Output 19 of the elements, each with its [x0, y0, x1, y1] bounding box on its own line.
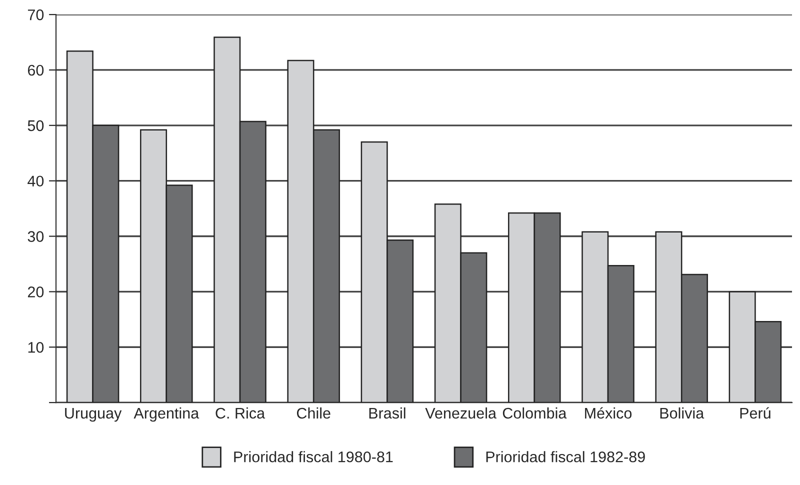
- x-tick-label: Uruguay: [65, 408, 122, 422]
- y-tick-label: 60: [28, 64, 44, 76]
- x-tick-label: Argentina: [134, 407, 200, 422]
- y-tick-label: 30: [28, 231, 44, 242]
- x-tick-label: Brasil: [369, 407, 406, 419]
- x-tick-label: Perú: [740, 407, 770, 419]
- x-tick-label: C. Rica: [216, 407, 266, 419]
- x-tick-label: Chile: [296, 407, 330, 419]
- y-tick-label: 20: [28, 286, 44, 298]
- legend-label: Prioridad fiscal 1980-81: [234, 451, 393, 462]
- x-tick-label: México: [585, 407, 632, 419]
- legend-label: Prioridad fiscal 1982-89: [486, 451, 645, 462]
- y-tick-label: 50: [28, 120, 44, 132]
- y-tick-label: 10: [28, 342, 44, 353]
- x-tick-label: Bolivia: [660, 407, 704, 419]
- x-tick-label: Venezuela: [425, 407, 496, 419]
- y-tick-label: 70: [28, 9, 44, 20]
- x-tick-label: Colombia: [502, 407, 567, 419]
- y-tick-label: 40: [28, 176, 44, 187]
